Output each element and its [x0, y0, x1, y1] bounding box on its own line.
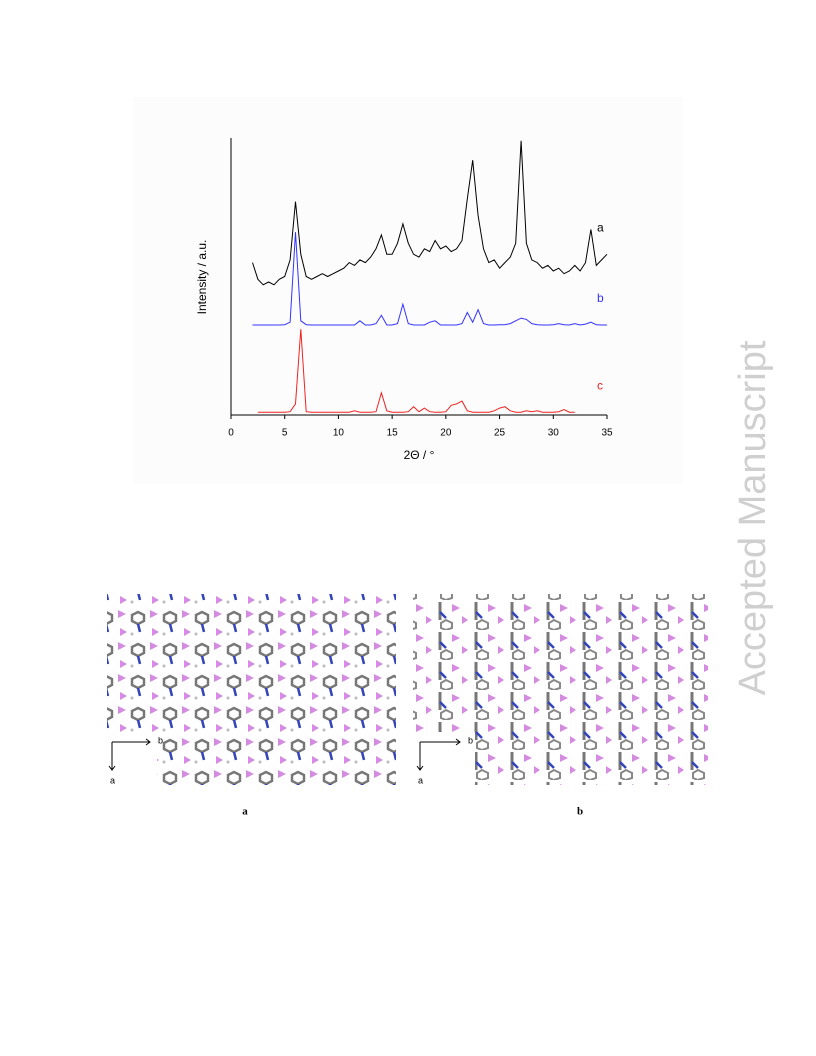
x-tick-label: 35 — [601, 428, 613, 439]
x-tick-label: 20 — [440, 428, 452, 439]
y-axis-label: Intensity / a.u. — [195, 240, 209, 315]
axis-label: a — [418, 775, 423, 785]
x-tick-label: 5 — [282, 428, 288, 439]
x-tick-label: 25 — [494, 428, 506, 439]
x-tick-label: 30 — [548, 428, 560, 439]
x-axis-label: 2Θ / ° — [404, 448, 435, 462]
series-line — [252, 140, 608, 286]
series-label: c — [597, 378, 603, 392]
axis-label: a — [110, 775, 115, 785]
figure-frame — [133, 97, 683, 483]
series-label: b — [597, 291, 604, 305]
x-tick-label: 10 — [333, 428, 345, 439]
figure-caption: b — [577, 806, 583, 818]
axis-arrows — [108, 738, 461, 771]
axes-inset — [413, 732, 475, 785]
watermark: Accepted Manuscript — [732, 340, 774, 695]
series-label: a — [597, 221, 604, 235]
series-line — [257, 329, 575, 413]
figure-caption: a — [242, 806, 248, 818]
x-tick-label: 15 — [387, 428, 399, 439]
axis-label: b — [468, 735, 473, 745]
series-line — [252, 232, 607, 326]
axis-label: b — [158, 735, 163, 745]
x-tick-label: 0 — [228, 428, 234, 439]
